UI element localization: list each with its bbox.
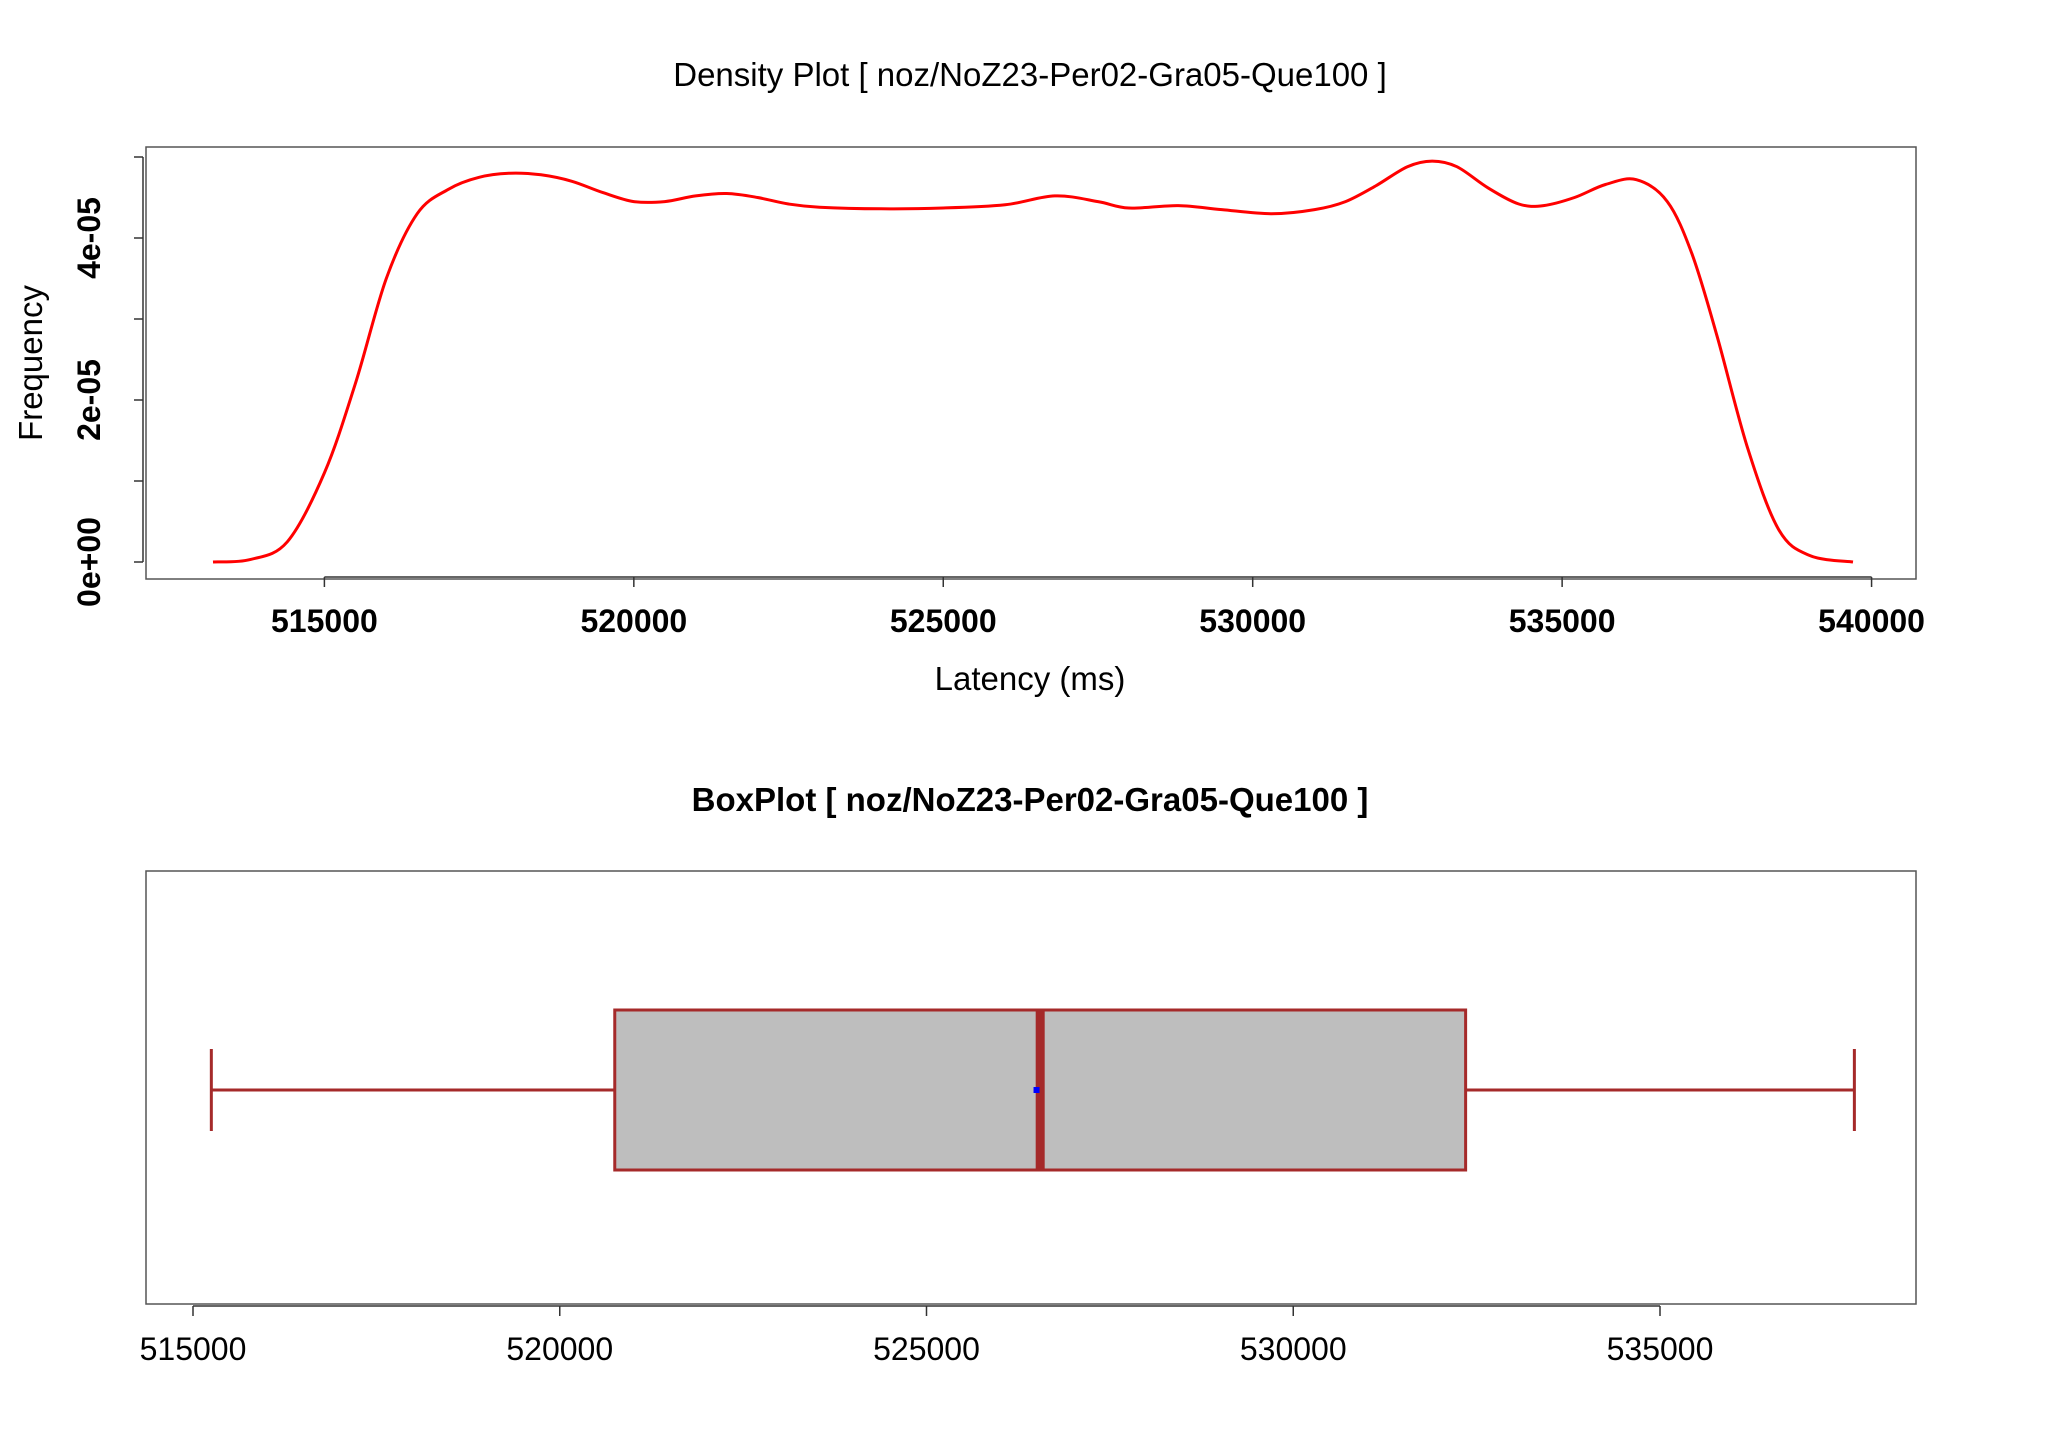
density-x-axis: 515000 520000 525000 530000 535000 540000 — [271, 576, 1925, 639]
boxplot-title: BoxPlot [ noz/NoZ23-Per02-Gra05-Que100 ] — [692, 781, 1369, 818]
density-curve — [212, 159, 1854, 564]
density-x-tick-label: 515000 — [271, 603, 378, 639]
boxplot-x-tick-label: 525000 — [873, 1331, 980, 1367]
density-x-tick-label: 530000 — [1199, 603, 1306, 639]
density-y-tick-label: 4e-05 — [71, 197, 107, 279]
density-x-tick-label: 525000 — [890, 603, 997, 639]
density-y-tick-label: 2e-05 — [71, 359, 107, 441]
density-plot-frame — [145, 146, 1917, 580]
density-x-tick-label: 520000 — [580, 603, 687, 639]
density-y-tick-label: 0e+00 — [71, 517, 107, 607]
density-y-axis-label: Frequency — [12, 285, 49, 441]
boxplot-x-tick-label: 535000 — [1607, 1331, 1714, 1367]
box-panel: BoxPlot [ noz/NoZ23-Per02-Gra05-Que100 ]… — [140, 781, 1917, 1367]
density-y-axis: 0e+00 2e-05 4e-05 — [71, 156, 144, 607]
boxplot-mean-point — [1033, 1087, 1040, 1093]
density-panel: Density Plot [ noz/NoZ23-Per02-Gra05-Que… — [12, 56, 1925, 697]
density-x-axis-label: Latency (ms) — [935, 660, 1126, 697]
boxplot-x-axis: 515000 520000 525000 530000 535000 — [140, 1305, 1714, 1367]
density-x-tick-label: 535000 — [1509, 603, 1616, 639]
boxplot-marks — [209, 1008, 1856, 1172]
density-title: Density Plot [ noz/NoZ23-Per02-Gra05-Que… — [673, 56, 1387, 93]
boxplot-x-tick-label: 520000 — [506, 1331, 613, 1367]
boxplot-frame — [145, 870, 1917, 1305]
density-x-tick-label: 540000 — [1818, 603, 1925, 639]
boxplot-x-tick-label: 530000 — [1240, 1331, 1347, 1367]
boxplot-x-tick-label: 515000 — [140, 1331, 247, 1367]
